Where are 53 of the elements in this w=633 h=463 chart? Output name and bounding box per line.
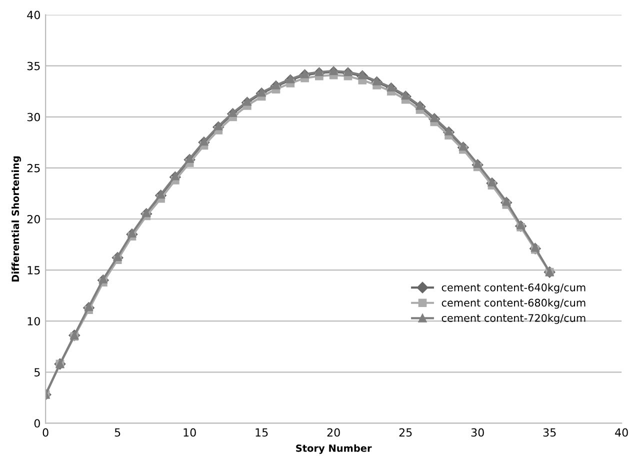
x-tick-label: 10: [184, 428, 196, 437]
x-tick-label: 25: [399, 428, 412, 437]
point: [401, 91, 410, 100]
point: [444, 127, 453, 136]
y-tick-label: 35: [27, 62, 40, 70]
point: [214, 122, 223, 130]
point: [286, 74, 295, 84]
point: [473, 160, 482, 168]
y-axis-title: Differential Shortening: [12, 156, 22, 282]
x-tick-label: 0: [42, 428, 48, 437]
x-tick-label: 30: [471, 428, 484, 437]
point: [372, 77, 381, 86]
point: [99, 275, 108, 284]
y-tick-label: 40: [27, 10, 40, 20]
y-tick-label: 5: [34, 368, 40, 377]
point: [128, 229, 136, 238]
point: [459, 142, 468, 151]
y-tick-label: 10: [28, 317, 40, 326]
point: [329, 66, 338, 76]
point: [358, 70, 367, 80]
point: [171, 172, 180, 180]
x-tick-label: 20: [327, 428, 340, 437]
legend-label: cement content-640kg/cum: [442, 283, 586, 294]
legend-label: cement content-720kg/cum: [442, 314, 586, 324]
point: [228, 108, 237, 117]
point: [200, 137, 208, 146]
point: [243, 97, 252, 106]
x-tick-label: 40: [615, 428, 628, 437]
point: [315, 68, 324, 76]
point: [300, 70, 309, 78]
point: [142, 208, 151, 218]
legend-label: cement content-680kg/cum: [442, 298, 586, 309]
y-tick-label: 30: [27, 112, 40, 122]
point: [156, 190, 165, 199]
point: [502, 197, 511, 206]
x-tick-label: 5: [114, 428, 120, 437]
point: [185, 154, 194, 163]
point: [84, 302, 93, 311]
point: [488, 178, 496, 186]
point: [257, 88, 266, 97]
y-tick-label: 20: [27, 214, 40, 224]
y-tick-label: 15: [28, 266, 40, 274]
point: [416, 102, 424, 110]
point: [272, 81, 280, 90]
point: [516, 220, 525, 230]
point: [387, 83, 396, 92]
y-tick-label: 0: [34, 419, 40, 428]
point: [344, 68, 352, 76]
x-axis-title: Story Number: [296, 444, 372, 454]
x-tick-label: 15: [256, 428, 268, 437]
y-tick-label: 25: [27, 164, 40, 172]
x-tick-label: 35: [543, 428, 556, 437]
point: [113, 252, 122, 261]
